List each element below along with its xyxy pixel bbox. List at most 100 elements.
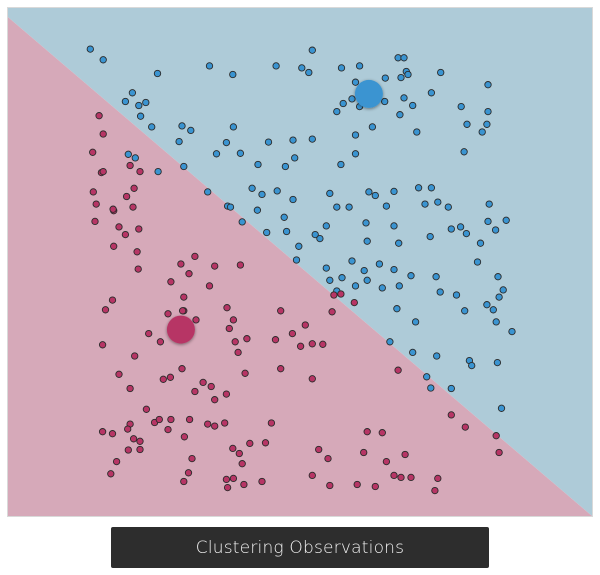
cluster-b-point (211, 396, 219, 404)
cluster-a-point (491, 226, 500, 234)
cluster-b-point (363, 428, 371, 436)
plot-border (7, 7, 593, 517)
cluster-b-point (337, 290, 345, 298)
cluster-b-point (135, 225, 143, 233)
cluster-a-point (489, 306, 497, 314)
cluster-a-point (485, 200, 493, 208)
cluster-a-point (463, 120, 471, 128)
cluster-a-point (187, 126, 195, 135)
cluster-b-point (109, 205, 117, 213)
cluster-b-point (308, 471, 316, 480)
cluster-b-point (122, 192, 131, 201)
cluster-b-point (390, 471, 398, 480)
cluster-b-point (142, 405, 151, 413)
cluster-b-point (319, 340, 327, 348)
cluster-a-point (308, 135, 316, 143)
centroids (166, 79, 383, 344)
cluster-a-point (222, 138, 231, 147)
cluster-b-point (234, 348, 242, 357)
cluster-b-point (178, 307, 187, 315)
cluster-a-point (483, 120, 491, 128)
cluster-b-point (382, 457, 391, 466)
cluster-b-point (126, 161, 134, 170)
cluster-a-point (289, 195, 297, 204)
cluster-b-point (164, 310, 172, 318)
cluster-b-point (296, 342, 305, 350)
cluster-b-point (277, 365, 285, 373)
cluster-b-point (360, 448, 368, 457)
cluster-a-point (135, 101, 143, 110)
cluster-a-point (205, 62, 214, 70)
cluster-b-point (431, 486, 439, 495)
cluster-b-point (129, 435, 138, 443)
cluster-a-point (457, 102, 465, 111)
cluster-a-point (382, 202, 391, 210)
cluster-a-point (282, 227, 291, 236)
cluster-a-point (456, 223, 465, 231)
cluster-a-point (360, 266, 368, 275)
cluster-a-point (178, 122, 186, 130)
cluster-a-point (494, 273, 502, 281)
cluster-a-point (371, 191, 379, 200)
cluster-a-point (263, 228, 271, 237)
cluster-b-point (98, 341, 107, 349)
cluster-a-point (253, 206, 262, 214)
cluster-b-point (115, 223, 123, 231)
cluster-a-point (483, 301, 491, 309)
cluster-b-point (434, 474, 442, 483)
cluster-b-point (447, 411, 455, 419)
cluster-b-point (207, 382, 215, 391)
cluster-a-point (272, 62, 280, 70)
cluster-a-point (121, 97, 130, 106)
cluster-b-point (188, 454, 196, 463)
cluster-b-point (180, 293, 188, 301)
cluster-a-point (400, 54, 408, 62)
cluster-a-point (99, 56, 107, 64)
cluster-a-point (289, 136, 297, 144)
cluster-b-point (308, 375, 316, 383)
cluster-a-point (180, 162, 188, 171)
cluster-b-point (167, 278, 175, 286)
cluster-a-point (495, 293, 503, 301)
cluster-b-point (164, 425, 172, 434)
cluster-b-point (178, 365, 186, 373)
cluster-b-point (136, 437, 144, 445)
cluster-b-point (166, 373, 175, 381)
cluster-a-point (226, 203, 235, 211)
cluster-a-point (351, 150, 360, 158)
cluster-a-point (348, 257, 356, 265)
cluster-b-point (277, 307, 285, 315)
cluster-a-point (368, 123, 377, 131)
cluster-b-points (89, 112, 503, 495)
cluster-b-point (126, 384, 134, 393)
cluster-a-point (427, 384, 435, 392)
cluster-a-point (381, 74, 389, 82)
cluster-a-point (322, 222, 330, 230)
cluster-a-point (414, 184, 423, 192)
cluster-b-point (205, 282, 214, 290)
cluster-a-point (461, 307, 469, 315)
cluster-b-point (124, 425, 132, 433)
cluster-b-point (89, 188, 97, 196)
cluster-a-point (444, 203, 452, 211)
cluster-a-point (460, 148, 468, 156)
cluster-b-point (180, 477, 188, 486)
cluster-a-point (308, 46, 316, 54)
cluster-b-point (98, 428, 107, 436)
cluster-b-point (129, 203, 137, 211)
cluster-a-point (326, 189, 334, 198)
cluster-a-point (238, 218, 246, 226)
cluster-a-point (86, 45, 94, 53)
cluster-a-point (316, 234, 324, 243)
cluster-a-point (295, 242, 303, 250)
cluster-a-point (452, 291, 461, 299)
cluster-b-point (308, 340, 316, 348)
cluster-a-point (153, 69, 162, 78)
cluster-a-point (154, 167, 162, 176)
cluster-b-point (222, 475, 231, 484)
cluster-b-point (180, 433, 189, 441)
cluster-a-point (426, 232, 434, 241)
cluster-a-point (264, 138, 273, 146)
cluster-a-point (333, 203, 341, 211)
cluster-b-point (330, 291, 338, 299)
